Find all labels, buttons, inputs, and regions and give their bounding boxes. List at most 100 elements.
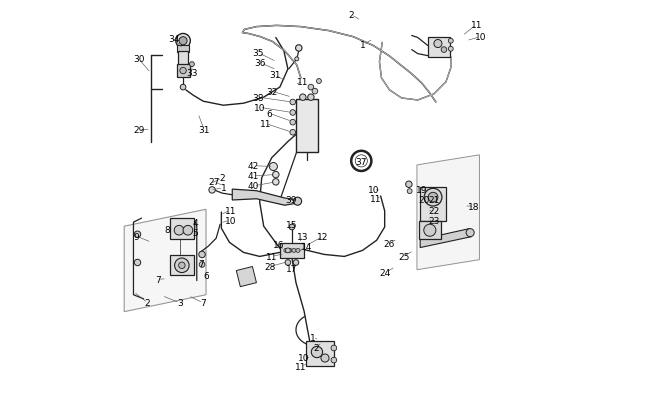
Bar [280,243,304,258]
Circle shape [288,249,292,253]
Circle shape [307,95,314,101]
Text: 31: 31 [198,126,210,134]
Text: 18: 18 [469,202,480,211]
Circle shape [135,260,141,266]
Circle shape [272,172,279,178]
Polygon shape [237,267,257,287]
Text: 11: 11 [224,206,236,215]
Circle shape [308,85,314,91]
Text: 11: 11 [266,252,278,261]
Text: 2: 2 [313,343,319,352]
Text: 11: 11 [471,21,482,30]
Circle shape [296,46,302,52]
Circle shape [290,120,296,126]
Text: 37: 37 [356,158,367,167]
Text: 23: 23 [428,216,439,225]
Text: 39: 39 [285,196,296,205]
Circle shape [290,111,296,116]
Circle shape [321,354,329,362]
Text: 31: 31 [269,71,280,80]
Circle shape [183,226,193,235]
Text: 4: 4 [192,219,198,228]
Circle shape [448,47,453,52]
Text: 11: 11 [297,77,309,86]
Circle shape [406,181,412,188]
Polygon shape [232,190,299,206]
Text: 20: 20 [418,196,430,205]
Circle shape [312,89,318,95]
Circle shape [290,100,296,106]
Text: 32: 32 [266,87,278,96]
Text: 2: 2 [145,298,150,307]
Polygon shape [417,156,480,270]
Circle shape [292,249,296,253]
Text: 10: 10 [368,186,379,195]
Circle shape [285,248,291,253]
Text: 7: 7 [155,275,161,284]
Circle shape [179,38,187,46]
Text: 10: 10 [254,104,265,113]
Bar [178,52,188,66]
Circle shape [293,260,299,266]
Text: 35: 35 [253,49,264,58]
Text: 19: 19 [416,186,428,195]
Text: 11: 11 [259,119,271,128]
Circle shape [331,345,337,351]
Circle shape [317,79,321,84]
Text: 1: 1 [361,41,366,50]
Text: 28: 28 [264,262,276,271]
Text: 29: 29 [133,126,144,134]
Text: 16: 16 [273,240,285,249]
Text: 12: 12 [317,232,329,241]
Circle shape [135,232,141,238]
Circle shape [285,260,291,266]
Bar [419,222,441,240]
Text: 34: 34 [168,35,179,44]
Bar [170,256,194,276]
Circle shape [441,48,447,53]
Text: 6: 6 [203,271,209,280]
Text: 7: 7 [198,259,203,268]
Circle shape [300,95,306,101]
Circle shape [466,229,474,237]
Text: 41: 41 [248,172,259,181]
Circle shape [311,347,322,358]
Text: 9: 9 [134,232,140,241]
Circle shape [296,249,300,253]
Text: 36: 36 [255,59,266,68]
Circle shape [269,163,278,171]
Text: 13: 13 [297,232,309,241]
Text: 5: 5 [192,228,198,237]
Circle shape [284,249,288,253]
Bar [420,188,447,222]
Circle shape [179,262,185,269]
Text: 25: 25 [398,252,410,261]
Text: 1: 1 [310,333,316,342]
Circle shape [209,187,215,194]
Text: 24: 24 [380,269,391,277]
Circle shape [294,58,299,62]
Circle shape [428,193,438,202]
Circle shape [180,68,187,75]
Text: 21: 21 [428,196,439,205]
Text: 7: 7 [200,298,206,307]
Text: 10: 10 [298,353,310,362]
Text: 6: 6 [266,109,272,119]
Bar [177,46,189,53]
Circle shape [190,62,194,67]
Circle shape [289,225,294,230]
Text: 1: 1 [220,184,226,193]
Text: 30: 30 [133,55,144,64]
Circle shape [448,39,453,44]
Text: 10: 10 [474,33,486,42]
Bar [296,100,318,152]
Circle shape [199,262,205,268]
Circle shape [175,258,189,273]
Text: 8: 8 [165,225,170,234]
Text: 11: 11 [370,195,381,204]
Circle shape [424,189,442,207]
Text: 22: 22 [428,206,439,215]
Bar [428,38,450,58]
Text: 11: 11 [295,362,307,371]
Text: 26: 26 [384,239,395,248]
